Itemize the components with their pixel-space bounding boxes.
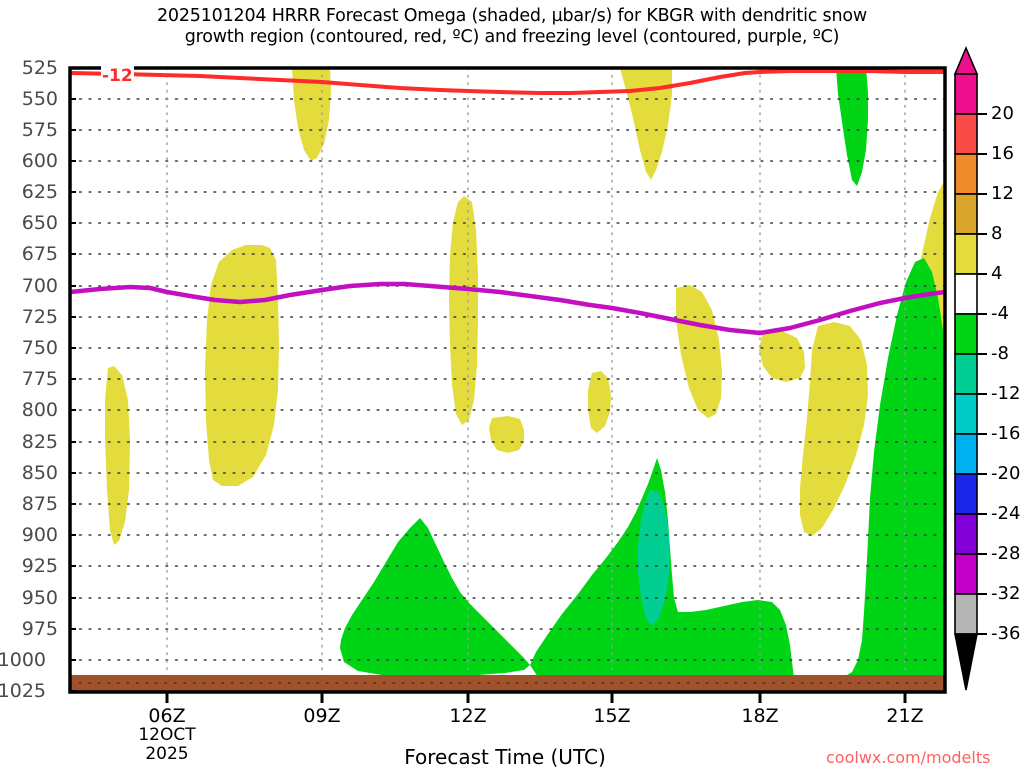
y-tick-label: 675: [21, 243, 58, 265]
omega-shade-yellow: [105, 366, 130, 545]
colorbar-tick-label: -24: [991, 503, 1021, 524]
omega-shade-green: [530, 258, 945, 692]
x-axis-date-day: 12OCT: [138, 725, 196, 745]
colorbar-swatch: [954, 73, 978, 115]
y-tick-label: 1000: [0, 649, 46, 671]
chart-title-line2: growth region (contoured, red, ºC) and f…: [184, 27, 840, 47]
x-axis-title: Forecast Time (UTC): [404, 745, 606, 769]
y-axis-ticks: [70, 67, 76, 692]
colorbar-over-arrow: [953, 45, 979, 75]
y-tick-label: 875: [21, 493, 58, 515]
y-tick-label: 775: [21, 368, 58, 390]
x-axis-date-year: 2025: [145, 744, 189, 764]
colorbar-swatch: [954, 273, 978, 315]
x-axis-ticks: [165, 692, 907, 703]
colorbar-swatch: [954, 313, 978, 355]
colorbar-swatch: [954, 593, 978, 635]
colorbar-swatch: [954, 433, 978, 475]
y-tick-label: 525: [21, 57, 58, 79]
colorbar-under-arrow: [954, 633, 978, 691]
colorbar[interactable]: [953, 45, 987, 691]
colorbar-tick-label: -12: [991, 383, 1021, 404]
y-tick-label: 575: [21, 119, 58, 141]
y-tick-label: 1025: [0, 680, 46, 702]
colorbar-swatch: [954, 553, 978, 595]
y-tick-label: 550: [21, 88, 58, 110]
omega-shade-yellow: [759, 331, 805, 382]
y-tick-label: 750: [21, 337, 58, 359]
y-tick-label: 625: [21, 181, 58, 203]
colorbar-swatch: [954, 153, 978, 195]
colorbar-swatch: [954, 473, 978, 515]
dendritic-contour-label: -12: [101, 66, 134, 86]
y-tick-label: 800: [21, 399, 58, 421]
x-tick-label: 06Z: [148, 705, 186, 727]
omega-shade-yellow: [292, 68, 331, 161]
x-tick-label: 09Z: [303, 705, 341, 727]
x-tick-label: 12Z: [449, 705, 487, 727]
colorbar-tick-label: 20: [991, 103, 1014, 124]
colorbar-tick-label: -4: [991, 303, 1009, 324]
omega-shade-yellow: [489, 416, 524, 453]
omega-shade-yellow: [676, 285, 722, 418]
dendritic-snow-contour: [70, 69, 945, 95]
omega-shade-green: [836, 68, 868, 186]
y-tick-label: 850: [21, 462, 58, 484]
colorbar-tick-label: 12: [991, 183, 1014, 204]
y-tick-label: 600: [21, 150, 58, 172]
omega-shade-yellow: [205, 245, 279, 486]
omega-shade-teal: [638, 490, 670, 626]
colorbar-tick-label: 4: [991, 263, 1003, 284]
colorbar-tick-label: -28: [991, 543, 1021, 564]
freezing-level-contour: [70, 281, 945, 336]
x-tick-label: 18Z: [741, 705, 779, 727]
y-tick-label: 725: [21, 306, 58, 328]
y-tick-label: 925: [21, 555, 58, 577]
colorbar-tick-label: -8: [991, 343, 1009, 364]
colorbar-tick-label: -36: [991, 623, 1021, 644]
y-tick-label: 825: [21, 431, 58, 453]
colorbar-swatch: [954, 193, 978, 235]
omega-shade-yellow: [588, 371, 611, 433]
credit-watermark[interactable]: coolwx.com/modelts: [826, 748, 991, 767]
omega-shade-yellow: [449, 196, 478, 425]
x-tick-label: 21Z: [886, 705, 924, 727]
grid-lines: [69, 67, 946, 693]
colorbar-tick-label: -20: [991, 463, 1021, 484]
chart-title: 2025101204 HRRR Forecast Omega (shaded, …: [0, 6, 1024, 48]
y-tick-label: 950: [21, 587, 58, 609]
colorbar-tick-label: -32: [991, 583, 1021, 604]
colorbar-tick-label: -16: [991, 423, 1021, 444]
chart-title-line1: 2025101204 HRRR Forecast Omega (shaded, …: [157, 6, 867, 26]
y-tick-label: 650: [21, 212, 58, 234]
colorbar-tick-label: 16: [991, 143, 1014, 164]
y-tick-label: 975: [21, 618, 58, 640]
colorbar-swatch: [954, 393, 978, 435]
shaded-omega-field: [105, 68, 945, 692]
colorbar-swatch: [954, 113, 978, 155]
colorbar-tick-label: 8: [991, 223, 1003, 244]
colorbar-swatch: [954, 513, 978, 555]
omega-shade-green: [340, 518, 530, 676]
colorbar-swatch: [954, 233, 978, 275]
terrain-band: [70, 675, 945, 692]
y-tick-label: 700: [21, 275, 58, 297]
colorbar-swatch: [954, 353, 978, 395]
x-tick-label: 15Z: [593, 705, 631, 727]
y-tick-label: 900: [21, 524, 58, 546]
omega-shade-yellow: [800, 322, 868, 536]
omega-shade-yellow: [620, 68, 672, 180]
